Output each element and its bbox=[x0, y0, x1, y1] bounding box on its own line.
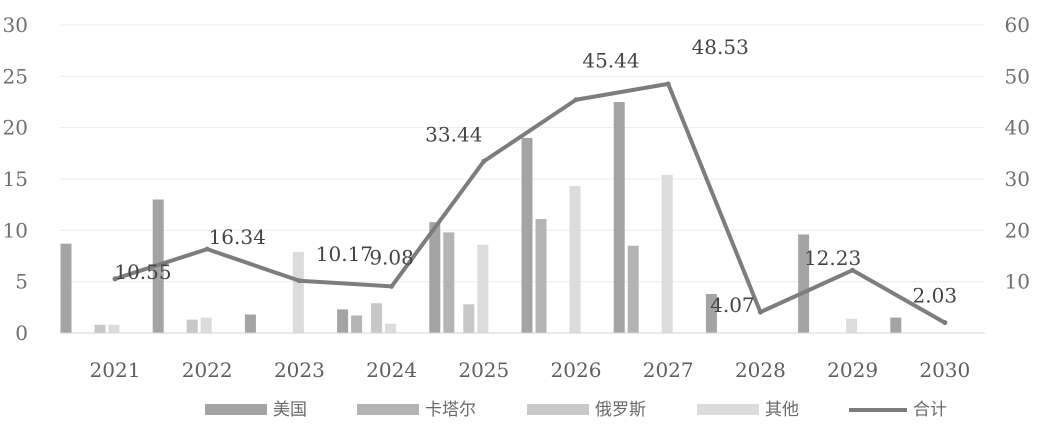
bar-美国-2026 bbox=[522, 138, 533, 333]
x-tick-label: 2027 bbox=[643, 358, 694, 382]
y-right-tick-label: 20 bbox=[1005, 218, 1030, 242]
y-left-tick-label: 30 bbox=[3, 13, 28, 37]
bar-其他-2024 bbox=[385, 324, 396, 333]
x-tick-label: 2021 bbox=[90, 358, 141, 382]
y-left-tick-label: 25 bbox=[3, 64, 28, 88]
legend-label: 其他 bbox=[765, 400, 799, 420]
total-data-label: 48.53 bbox=[692, 35, 749, 59]
legend-swatch bbox=[357, 404, 419, 415]
legend: 美国 卡塔尔 俄罗斯 其他 合计 bbox=[205, 400, 947, 420]
bar-卡塔尔-2024 bbox=[351, 316, 362, 333]
x-tick-label: 2025 bbox=[458, 358, 509, 382]
bar-其他-2021 bbox=[109, 325, 120, 333]
legend-label: 美国 bbox=[273, 400, 307, 420]
x-tick-label: 2028 bbox=[735, 358, 786, 382]
y-left-tick-label: 10 bbox=[3, 218, 28, 242]
y-right-tick-label: 40 bbox=[1005, 116, 1030, 140]
x-tick-label: 2022 bbox=[182, 358, 233, 382]
bar-俄罗斯-2025 bbox=[463, 304, 474, 333]
bar-其他-2025 bbox=[477, 245, 488, 333]
total-data-label: 10.55 bbox=[114, 260, 171, 284]
y-left-tick-label: 5 bbox=[15, 270, 28, 294]
x-tick-label: 2029 bbox=[827, 358, 878, 382]
total-point-2026 bbox=[574, 97, 579, 102]
total-point-2024 bbox=[389, 284, 394, 289]
y-left-tick-label: 0 bbox=[15, 321, 28, 345]
total-data-label: 12.23 bbox=[804, 246, 861, 270]
bar-美国-2030 bbox=[890, 318, 901, 333]
bar-俄罗斯-2024 bbox=[371, 303, 382, 333]
total-point-2030 bbox=[942, 320, 947, 325]
total-point-2023 bbox=[297, 278, 302, 283]
bar-俄罗斯-2021 bbox=[95, 325, 106, 333]
total-point-2025 bbox=[481, 159, 486, 164]
y-left-tick-label: 15 bbox=[3, 167, 28, 191]
bar-其他-2023 bbox=[293, 252, 304, 333]
total-point-2028 bbox=[758, 310, 763, 315]
bar-美国-2025 bbox=[429, 222, 440, 333]
bar-其他-2029 bbox=[846, 319, 857, 333]
total-data-label: 10.17 bbox=[316, 242, 373, 266]
y-right-tick-label: 10 bbox=[1005, 270, 1030, 294]
total-data-label: 4.07 bbox=[710, 293, 755, 317]
legend-label: 俄罗斯 bbox=[595, 400, 646, 420]
legend-label: 合计 bbox=[913, 400, 947, 420]
bar-其他-2027 bbox=[662, 175, 673, 333]
bar-美国-2023 bbox=[245, 315, 256, 333]
total-data-label: 9.08 bbox=[369, 245, 414, 269]
bar-其他-2022 bbox=[201, 318, 212, 333]
x-tick-label: 2023 bbox=[274, 358, 325, 382]
total-data-label: 2.03 bbox=[913, 284, 958, 308]
y-right-tick-label: 50 bbox=[1005, 64, 1030, 88]
total-data-label: 16.34 bbox=[209, 225, 266, 249]
bar-卡塔尔-2026 bbox=[536, 219, 547, 333]
legend-swatch bbox=[527, 404, 589, 415]
total-data-label: 33.44 bbox=[425, 122, 482, 146]
y-right-tick-label: 30 bbox=[1005, 167, 1030, 191]
legend-swatch bbox=[697, 404, 759, 415]
bar-俄罗斯-2022 bbox=[187, 320, 198, 333]
x-tick-label: 2024 bbox=[366, 358, 417, 382]
y-right-tick-label: 60 bbox=[1005, 13, 1030, 37]
y-left-tick-label: 20 bbox=[3, 116, 28, 140]
bar-美国-2024 bbox=[337, 309, 348, 333]
bar-美国-2027 bbox=[614, 102, 625, 333]
bar-其他-2026 bbox=[570, 186, 581, 333]
bar-美国-2021 bbox=[61, 244, 72, 333]
total-point-2027 bbox=[666, 81, 671, 86]
x-tick-label: 2030 bbox=[919, 358, 970, 382]
x-tick-label: 2026 bbox=[551, 358, 602, 382]
bar-卡塔尔-2027 bbox=[628, 246, 639, 333]
total-data-label: 45.44 bbox=[582, 49, 639, 73]
legend-label: 卡塔尔 bbox=[425, 400, 476, 420]
legend-swatch bbox=[205, 404, 267, 415]
bar-卡塔尔-2025 bbox=[443, 232, 454, 333]
